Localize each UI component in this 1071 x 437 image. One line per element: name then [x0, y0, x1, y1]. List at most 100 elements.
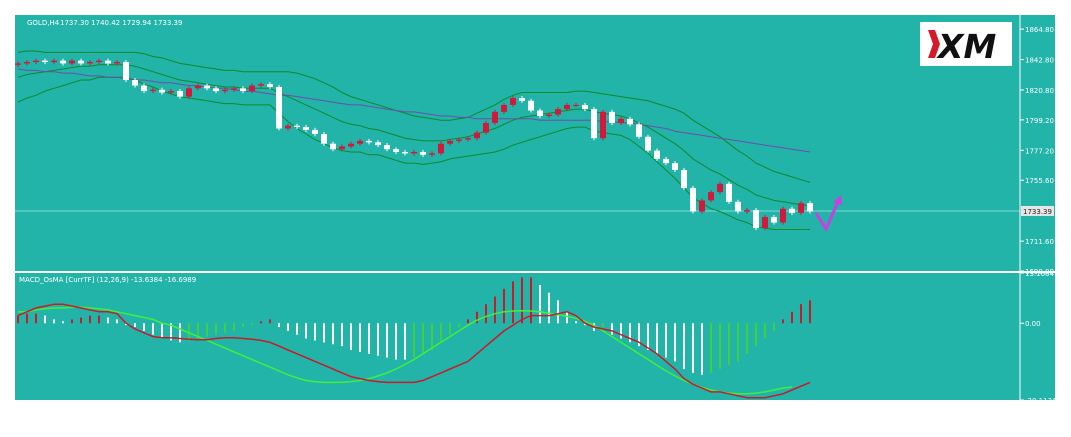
current-price-label: 1733.39 — [1023, 208, 1052, 216]
macd-histogram-bar — [278, 323, 280, 328]
macd-histogram-bar — [116, 319, 118, 324]
macd-histogram-bar — [494, 296, 496, 324]
time-tick-label: 16 Feb 05:00 — [234, 403, 280, 411]
macd-histogram-bar — [575, 321, 577, 324]
price-tick-label: 1777.20 — [1025, 147, 1054, 155]
macd-histogram-bar — [512, 281, 514, 324]
candle-body — [321, 134, 327, 144]
macd-histogram-bar — [134, 323, 136, 328]
macd-histogram-bar — [440, 323, 442, 343]
xm-logo-mark-icon — [928, 30, 940, 58]
time-tick-label: 23 Feb 05:00 — [504, 403, 550, 411]
macd-histogram-bar — [458, 323, 460, 328]
price-tick-label: 1864.80 — [1025, 26, 1054, 34]
macd-histogram-bar — [269, 319, 271, 324]
time-tick-label: 10 Feb 2021 — [18, 403, 62, 411]
macd-histogram-bar — [395, 323, 397, 360]
candle-body — [708, 192, 714, 201]
macd-histogram-bar — [179, 323, 181, 343]
macd-histogram-bar — [548, 292, 550, 324]
macd-histogram-bar — [584, 323, 586, 326]
candle-body — [636, 124, 642, 137]
candle-body — [771, 217, 777, 223]
macd-histogram-bar — [566, 311, 568, 324]
candle-body — [744, 210, 750, 212]
macd-histogram-bar — [755, 323, 757, 347]
macd-histogram-bar — [359, 323, 361, 352]
macd-tick-label: 13.1664 — [1025, 270, 1054, 278]
time-tick-label: 11 Feb 01:00 — [72, 403, 118, 411]
candle-body — [420, 151, 426, 155]
candle-body — [240, 88, 246, 92]
macd-histogram-bar — [368, 323, 370, 354]
macd-histogram-bar — [467, 319, 469, 324]
forecast-arrow-head-icon — [833, 194, 842, 205]
macd-histogram-bar — [305, 323, 307, 339]
candle-body — [789, 208, 795, 213]
candle-body — [330, 143, 336, 150]
macd-histogram-bar — [782, 319, 784, 324]
candle-body — [411, 151, 417, 154]
candle-body — [33, 60, 39, 63]
macd-histogram-bar — [791, 311, 793, 324]
candle-body — [699, 200, 705, 212]
candle-body — [402, 151, 408, 154]
time-tick-label: 24 Feb 05:00 — [558, 403, 604, 411]
candle-body — [15, 63, 21, 65]
candle-body — [231, 88, 237, 90]
candle-body — [42, 60, 48, 63]
macd-histogram-bar — [638, 323, 640, 347]
candle-body — [51, 60, 57, 63]
macd-histogram-bar — [143, 323, 145, 331]
macd-histogram-bar — [692, 323, 694, 373]
axes: 1864.80 1842.80 1820.80 1799.20 1777.20 1755.… — [15, 15, 1057, 411]
candle-body — [546, 114, 552, 117]
candle-body — [132, 80, 138, 86]
bollinger-lower-line — [17, 76, 810, 230]
candle-body — [24, 62, 30, 64]
macd-histogram-bar — [233, 323, 235, 331]
macd-tick-label: 0.00 — [1025, 320, 1041, 328]
macd-histogram-bar — [224, 323, 226, 333]
xm-logo: XM — [920, 22, 1012, 66]
macd-histogram-bar — [557, 300, 559, 324]
macd-histogram-bar — [422, 323, 424, 354]
candle-body — [366, 140, 372, 143]
macd-histogram-bar — [206, 323, 208, 337]
macd-histogram-bar — [341, 323, 343, 347]
macd-histogram-bar — [710, 323, 712, 373]
macd-histogram-bar — [242, 323, 244, 328]
macd-histogram-bar — [188, 323, 190, 341]
candle-body — [627, 118, 633, 125]
macd-histogram-bar — [620, 323, 622, 339]
candle-body — [186, 88, 192, 97]
candle-body — [807, 203, 813, 212]
candle-body — [87, 62, 93, 64]
candle-body — [204, 85, 210, 89]
macd-histogram-bar — [296, 323, 298, 335]
macd-tick-label: -20.1134 — [1025, 397, 1057, 405]
candle-body — [798, 203, 804, 213]
price-tick-label: 1842.80 — [1025, 57, 1054, 65]
candle-body — [654, 150, 660, 159]
candle-body — [519, 98, 525, 101]
candle-body — [690, 187, 696, 212]
bollinger-upper-line — [17, 50, 811, 183]
candle-body — [492, 111, 498, 123]
macd-histogram-bar — [323, 323, 325, 343]
macd-histogram-bar — [287, 323, 289, 331]
time-tick-label: 15 Feb 01:00 — [180, 403, 226, 411]
candle-body — [663, 158, 669, 164]
candle-body — [672, 163, 678, 170]
candle-body — [294, 125, 300, 128]
macd-histogram-bar — [170, 323, 172, 341]
candle-body — [762, 217, 768, 229]
macd-histogram-bar — [764, 323, 766, 339]
macd-histogram-bar — [602, 323, 604, 328]
candle-body — [393, 149, 399, 152]
candle-body — [303, 127, 309, 130]
macd-histogram-bar — [719, 323, 721, 370]
macd-histogram-bar — [44, 315, 46, 324]
macd-histogram-bar — [629, 323, 631, 343]
symbol-label: GOLD,H4 — [27, 19, 60, 27]
